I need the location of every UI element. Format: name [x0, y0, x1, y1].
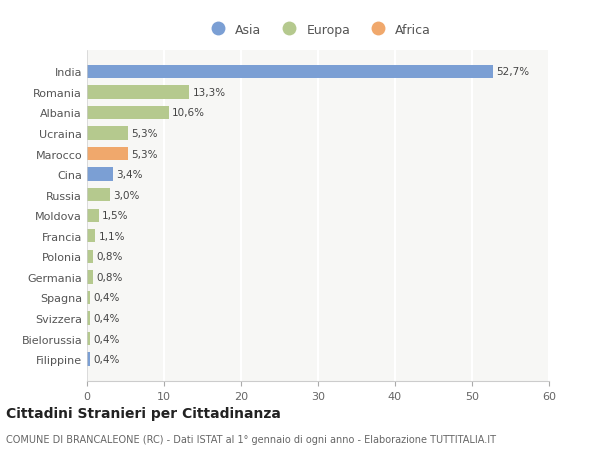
- Bar: [87, 127, 128, 140]
- Text: 0,4%: 0,4%: [93, 354, 119, 364]
- Bar: [87, 66, 493, 79]
- Text: 52,7%: 52,7%: [496, 67, 529, 77]
- Text: 1,5%: 1,5%: [101, 211, 128, 221]
- Bar: [87, 291, 90, 304]
- Bar: [87, 189, 110, 202]
- Text: 10,6%: 10,6%: [172, 108, 205, 118]
- Bar: [87, 230, 95, 243]
- Text: 0,4%: 0,4%: [93, 293, 119, 303]
- Legend: Asia, Europa, Africa: Asia, Europa, Africa: [200, 19, 436, 42]
- Text: COMUNE DI BRANCALEONE (RC) - Dati ISTAT al 1° gennaio di ogni anno - Elaborazion: COMUNE DI BRANCALEONE (RC) - Dati ISTAT …: [6, 434, 496, 444]
- Text: 1,1%: 1,1%: [98, 231, 125, 241]
- Text: 5,3%: 5,3%: [131, 149, 157, 159]
- Text: 13,3%: 13,3%: [193, 88, 226, 98]
- Text: 5,3%: 5,3%: [131, 129, 157, 139]
- Text: 3,0%: 3,0%: [113, 190, 140, 200]
- Bar: [87, 353, 90, 366]
- Bar: [87, 106, 169, 120]
- Text: 0,8%: 0,8%: [96, 272, 122, 282]
- Text: 3,4%: 3,4%: [116, 170, 143, 180]
- Text: 0,8%: 0,8%: [96, 252, 122, 262]
- Bar: [87, 147, 128, 161]
- Bar: [87, 86, 190, 99]
- Text: Cittadini Stranieri per Cittadinanza: Cittadini Stranieri per Cittadinanza: [6, 406, 281, 420]
- Bar: [87, 250, 93, 263]
- Bar: [87, 168, 113, 181]
- Text: 0,4%: 0,4%: [93, 334, 119, 344]
- Bar: [87, 312, 90, 325]
- Bar: [87, 271, 93, 284]
- Text: 0,4%: 0,4%: [93, 313, 119, 323]
- Bar: [87, 209, 98, 223]
- Bar: [87, 332, 90, 346]
